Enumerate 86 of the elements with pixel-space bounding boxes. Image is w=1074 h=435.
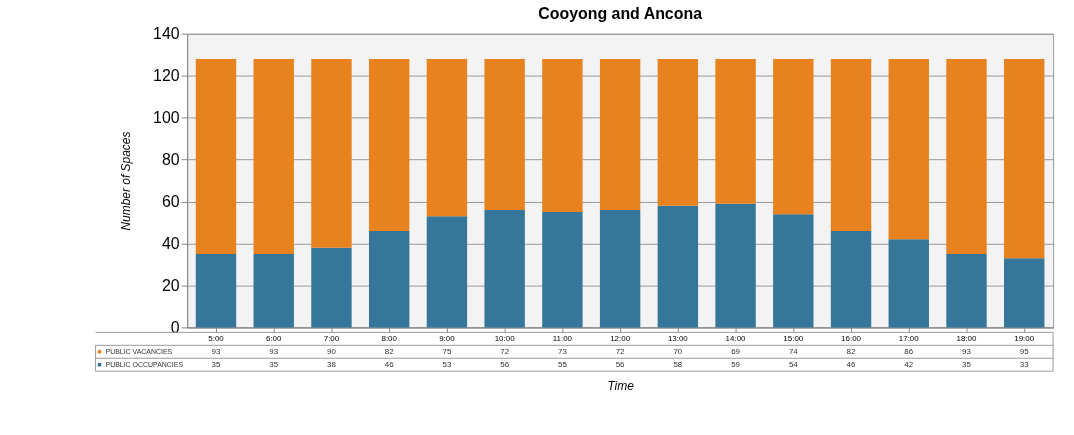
y-tick-label: 120	[153, 67, 180, 85]
bar	[888, 58, 929, 240]
data-label: 55	[557, 359, 568, 369]
bar	[311, 58, 352, 248]
x-tick-label: 8:00	[381, 333, 398, 343]
bar	[599, 209, 641, 328]
data-label: 46	[384, 359, 395, 369]
bar	[368, 230, 410, 328]
data-label: 42	[904, 359, 914, 369]
bar	[195, 58, 237, 254]
data-label: 35	[211, 359, 221, 369]
data-label: 56	[500, 359, 510, 369]
data-label: 95	[1019, 346, 1030, 356]
data-label: 82	[846, 346, 857, 356]
y-tick-label: 140	[153, 25, 180, 43]
bar	[657, 58, 699, 206]
data-label: 93	[211, 346, 221, 356]
x-tick-label: 7:00	[323, 333, 340, 343]
x-tick-label: 15:00	[783, 333, 804, 343]
x-tick-label: 17:00	[898, 333, 920, 343]
bar	[253, 253, 294, 328]
bar	[657, 205, 699, 328]
bar	[830, 58, 872, 231]
data-label: 53	[442, 359, 452, 369]
x-axis-title: Time	[607, 378, 635, 393]
data-label: 54	[788, 359, 799, 369]
y-axis-title: Number of Spaces	[119, 131, 134, 231]
x-tick-label: 19:00	[1014, 333, 1035, 343]
bar	[368, 58, 410, 231]
bar	[253, 58, 294, 254]
y-tick-label: 20	[161, 276, 180, 294]
bar	[484, 58, 525, 210]
bar	[542, 58, 583, 213]
data-label: 58	[673, 359, 683, 369]
chart-title: Cooyong and Ancona	[538, 4, 703, 22]
data-label: 73	[557, 346, 568, 356]
data-label: 69	[731, 346, 741, 356]
bar	[599, 58, 641, 210]
x-tick-label: 10:00	[494, 333, 516, 343]
data-label: 86	[904, 346, 914, 356]
bar	[426, 216, 468, 328]
bar	[484, 209, 525, 328]
bar	[830, 230, 872, 328]
bar	[946, 253, 987, 328]
bar	[1004, 258, 1045, 328]
data-label: 35	[962, 359, 972, 369]
x-tick-label: 16:00	[841, 333, 862, 343]
data-label: 72	[615, 346, 626, 356]
data-label: 33	[1019, 359, 1030, 369]
bar	[542, 212, 583, 328]
y-tick-label: 0	[170, 318, 180, 336]
data-label: 75	[442, 346, 452, 356]
x-tick-label: 5:00	[208, 333, 225, 343]
bar	[426, 58, 468, 217]
x-tick-label: 9:00	[439, 333, 456, 343]
bar	[1004, 58, 1045, 259]
data-label: 93	[962, 346, 972, 356]
y-tick-label: 60	[161, 193, 180, 211]
bar	[195, 253, 237, 328]
y-tick-label: 100	[153, 109, 180, 127]
data-label: 82	[384, 346, 395, 356]
data-label: 38	[327, 359, 337, 369]
x-tick-label: 6:00	[265, 333, 283, 343]
data-label: 56	[615, 359, 626, 369]
bar	[715, 58, 756, 204]
x-tick-label: 11:00	[552, 333, 573, 343]
data-label: 35	[269, 359, 279, 369]
bar	[773, 214, 814, 328]
y-tick-label: 80	[161, 151, 180, 169]
y-tick-label: 40	[161, 234, 180, 252]
data-label: 46	[846, 359, 857, 369]
data-label: 70	[673, 346, 683, 356]
x-tick-label: 18:00	[956, 333, 978, 343]
bar	[715, 203, 756, 328]
data-label: 93	[269, 346, 279, 356]
bar	[946, 58, 987, 254]
x-tick-label: 13:00	[667, 333, 689, 343]
x-tick-label: 14:00	[725, 333, 747, 343]
data-label: 72	[500, 346, 510, 356]
data-label: 59	[731, 359, 741, 369]
data-label: 90	[327, 346, 337, 356]
data-label: 74	[788, 346, 799, 356]
bar	[311, 247, 352, 328]
bar	[773, 58, 814, 215]
bar	[888, 239, 929, 328]
x-tick-label: 12:00	[610, 333, 631, 343]
